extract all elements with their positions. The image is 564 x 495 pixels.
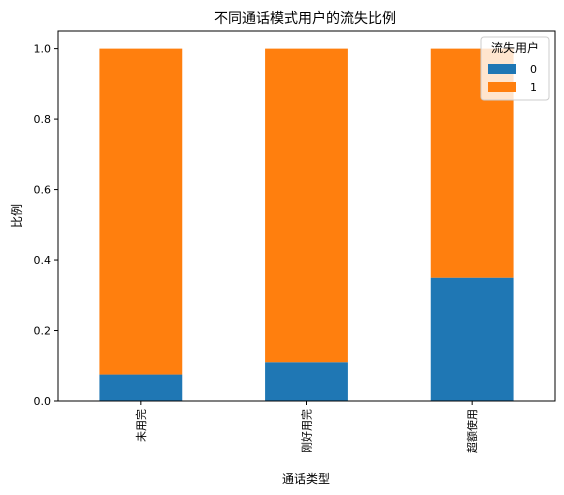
y-tick-label-3: 0.6 [34,184,52,197]
y-tick-label-4: 0.8 [34,113,52,126]
legend-swatch-0 [488,64,516,74]
bar-0-series-0 [99,374,183,401]
chart-title: 不同通话模式用户的流失比例 [214,10,396,27]
legend-label-1: 1 [530,81,537,94]
y-tick-label-0: 0.0 [34,395,52,408]
legend-items: 01 [488,63,537,94]
y-axis-label: 比例 [10,204,24,228]
bars-layer [99,48,514,401]
x-axis-label: 通话类型 [282,472,330,486]
x-tick-label-2: 超额使用 [465,409,479,453]
bar-1-series-1 [265,48,348,363]
y-axis: 0.0 0.2 0.4 0.6 0.8 1.0 [34,43,58,408]
x-tick-label-0: 未用完 [134,409,148,442]
x-axis: 未用完 刚好用完 超额使用 [134,401,479,453]
legend: 流失用户 01 [480,36,550,101]
bar-1-series-0 [265,362,348,401]
legend-label-0: 0 [530,63,537,76]
bar-2-series-0 [430,277,514,401]
bar-0-series-1 [99,48,183,375]
legend-title: 流失用户 [491,40,539,55]
legend-swatch-1 [488,82,516,92]
y-tick-label-5: 1.0 [34,43,52,56]
x-tick-label-1: 刚好用完 [300,409,314,453]
y-tick-label-1: 0.2 [34,325,52,338]
y-tick-label-2: 0.4 [34,254,52,267]
